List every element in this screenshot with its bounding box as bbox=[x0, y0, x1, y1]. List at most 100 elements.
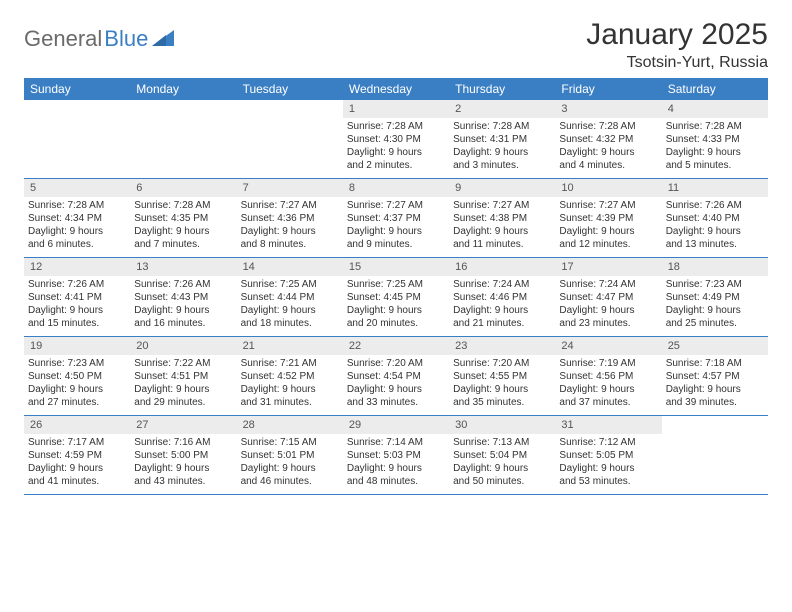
day-cell: 24Sunrise: 7:19 AMSunset: 4:56 PMDayligh… bbox=[555, 337, 661, 415]
sunrise-line: Sunrise: 7:28 AM bbox=[347, 120, 445, 133]
sunset-line: Sunset: 4:57 PM bbox=[666, 370, 764, 383]
sunrise-line: Sunrise: 7:20 AM bbox=[347, 357, 445, 370]
daylight-line-1: Daylight: 9 hours bbox=[241, 383, 339, 396]
sunrise-line: Sunrise: 7:28 AM bbox=[134, 199, 232, 212]
sunset-line: Sunset: 4:38 PM bbox=[453, 212, 551, 225]
daylight-line-1: Daylight: 9 hours bbox=[347, 146, 445, 159]
daylight-line-1: Daylight: 9 hours bbox=[559, 146, 657, 159]
sunrise-line: Sunrise: 7:28 AM bbox=[453, 120, 551, 133]
daylight-line-1: Daylight: 9 hours bbox=[453, 462, 551, 475]
day-cell: 18Sunrise: 7:23 AMSunset: 4:49 PMDayligh… bbox=[662, 258, 768, 336]
day-cell: 7Sunrise: 7:27 AMSunset: 4:36 PMDaylight… bbox=[237, 179, 343, 257]
day-number: 17 bbox=[555, 258, 661, 276]
sunset-line: Sunset: 4:32 PM bbox=[559, 133, 657, 146]
header: GeneralBlue January 2025 Tsotsin-Yurt, R… bbox=[24, 18, 768, 72]
day-cell: 2Sunrise: 7:28 AMSunset: 4:31 PMDaylight… bbox=[449, 100, 555, 178]
daylight-line-2: and 11 minutes. bbox=[453, 238, 551, 251]
daylight-line-1: Daylight: 9 hours bbox=[666, 225, 764, 238]
day-number: 30 bbox=[449, 416, 555, 434]
week-row: 12Sunrise: 7:26 AMSunset: 4:41 PMDayligh… bbox=[24, 258, 768, 337]
day-number: 7 bbox=[237, 179, 343, 197]
daylight-line-2: and 4 minutes. bbox=[559, 159, 657, 172]
sunrise-line: Sunrise: 7:20 AM bbox=[453, 357, 551, 370]
day-cell: 19Sunrise: 7:23 AMSunset: 4:50 PMDayligh… bbox=[24, 337, 130, 415]
daylight-line-1: Daylight: 9 hours bbox=[28, 225, 126, 238]
sunrise-line: Sunrise: 7:13 AM bbox=[453, 436, 551, 449]
sunset-line: Sunset: 5:03 PM bbox=[347, 449, 445, 462]
day-number: 27 bbox=[130, 416, 236, 434]
sunset-line: Sunset: 5:04 PM bbox=[453, 449, 551, 462]
day-cell: 27Sunrise: 7:16 AMSunset: 5:00 PMDayligh… bbox=[130, 416, 236, 494]
day-number: 14 bbox=[237, 258, 343, 276]
day-cell: 17Sunrise: 7:24 AMSunset: 4:47 PMDayligh… bbox=[555, 258, 661, 336]
sunrise-line: Sunrise: 7:28 AM bbox=[28, 199, 126, 212]
day-cell: 26Sunrise: 7:17 AMSunset: 4:59 PMDayligh… bbox=[24, 416, 130, 494]
sunrise-line: Sunrise: 7:14 AM bbox=[347, 436, 445, 449]
day-cell: 12Sunrise: 7:26 AMSunset: 4:41 PMDayligh… bbox=[24, 258, 130, 336]
day-cell: 5Sunrise: 7:28 AMSunset: 4:34 PMDaylight… bbox=[24, 179, 130, 257]
daylight-line-2: and 9 minutes. bbox=[347, 238, 445, 251]
day-number: 18 bbox=[662, 258, 768, 276]
daylight-line-1: Daylight: 9 hours bbox=[347, 462, 445, 475]
day-header: Saturday bbox=[662, 78, 768, 100]
day-number: 10 bbox=[555, 179, 661, 197]
sunset-line: Sunset: 4:31 PM bbox=[453, 133, 551, 146]
daylight-line-2: and 41 minutes. bbox=[28, 475, 126, 488]
day-number: 2 bbox=[449, 100, 555, 118]
sunrise-line: Sunrise: 7:27 AM bbox=[347, 199, 445, 212]
sunrise-line: Sunrise: 7:23 AM bbox=[28, 357, 126, 370]
sunset-line: Sunset: 4:55 PM bbox=[453, 370, 551, 383]
sunset-line: Sunset: 4:37 PM bbox=[347, 212, 445, 225]
day-cell: 15Sunrise: 7:25 AMSunset: 4:45 PMDayligh… bbox=[343, 258, 449, 336]
sunset-line: Sunset: 4:40 PM bbox=[666, 212, 764, 225]
daylight-line-1: Daylight: 9 hours bbox=[666, 304, 764, 317]
week-row: 19Sunrise: 7:23 AMSunset: 4:50 PMDayligh… bbox=[24, 337, 768, 416]
sunset-line: Sunset: 5:00 PM bbox=[134, 449, 232, 462]
daylight-line-1: Daylight: 9 hours bbox=[347, 304, 445, 317]
location-label: Tsotsin-Yurt, Russia bbox=[586, 54, 768, 72]
day-number: 12 bbox=[24, 258, 130, 276]
daylight-line-2: and 2 minutes. bbox=[347, 159, 445, 172]
logo-text-blue: Blue bbox=[104, 26, 148, 52]
weeks-container: 1Sunrise: 7:28 AMSunset: 4:30 PMDaylight… bbox=[24, 100, 768, 495]
day-cell: 22Sunrise: 7:20 AMSunset: 4:54 PMDayligh… bbox=[343, 337, 449, 415]
daylight-line-2: and 20 minutes. bbox=[347, 317, 445, 330]
daylight-line-2: and 18 minutes. bbox=[241, 317, 339, 330]
sunrise-line: Sunrise: 7:25 AM bbox=[347, 278, 445, 291]
day-number: 6 bbox=[130, 179, 236, 197]
title-block: January 2025 Tsotsin-Yurt, Russia bbox=[586, 18, 768, 72]
daylight-line-1: Daylight: 9 hours bbox=[453, 304, 551, 317]
sunrise-line: Sunrise: 7:23 AM bbox=[666, 278, 764, 291]
daylight-line-1: Daylight: 9 hours bbox=[241, 225, 339, 238]
sunrise-line: Sunrise: 7:27 AM bbox=[241, 199, 339, 212]
day-number: 1 bbox=[343, 100, 449, 118]
day-cell: 30 Sunrise: 7:13 AMSunset: 5:04 PMDayligh… bbox=[449, 416, 555, 494]
daylight-line-1: Daylight: 9 hours bbox=[28, 304, 126, 317]
day-number: 29 bbox=[343, 416, 449, 434]
day-header: Wednesday bbox=[343, 78, 449, 100]
day-cell: 31Sunrise: 7:12 AMSunset: 5:05 PMDayligh… bbox=[555, 416, 661, 494]
daylight-line-1: Daylight: 9 hours bbox=[559, 462, 657, 475]
daylight-line-2: and 3 minutes. bbox=[453, 159, 551, 172]
sunrise-line: Sunrise: 7:28 AM bbox=[559, 120, 657, 133]
day-number: 19 bbox=[24, 337, 130, 355]
day-cell: 13Sunrise: 7:26 AMSunset: 4:43 PMDayligh… bbox=[130, 258, 236, 336]
day-cell bbox=[24, 100, 130, 178]
sunset-line: Sunset: 5:01 PM bbox=[241, 449, 339, 462]
day-number: 15 bbox=[343, 258, 449, 276]
day-cell: 29 Sunrise: 7:14 AMSunset: 5:03 PMDayligh… bbox=[343, 416, 449, 494]
daylight-line-2: and 8 minutes. bbox=[241, 238, 339, 251]
day-cell: 10Sunrise: 7:27 AMSunset: 4:39 PMDayligh… bbox=[555, 179, 661, 257]
week-row: 1Sunrise: 7:28 AMSunset: 4:30 PMDaylight… bbox=[24, 100, 768, 179]
sunset-line: Sunset: 4:34 PM bbox=[28, 212, 126, 225]
day-number: 20 bbox=[130, 337, 236, 355]
day-number: 21 bbox=[237, 337, 343, 355]
daylight-line-2: and 43 minutes. bbox=[134, 475, 232, 488]
sunset-line: Sunset: 5:05 PM bbox=[559, 449, 657, 462]
daylight-line-1: Daylight: 9 hours bbox=[347, 383, 445, 396]
day-number: 25 bbox=[662, 337, 768, 355]
day-number: 11 bbox=[662, 179, 768, 197]
daylight-line-2: and 31 minutes. bbox=[241, 396, 339, 409]
sunset-line: Sunset: 4:44 PM bbox=[241, 291, 339, 304]
daylight-line-2: and 27 minutes. bbox=[28, 396, 126, 409]
